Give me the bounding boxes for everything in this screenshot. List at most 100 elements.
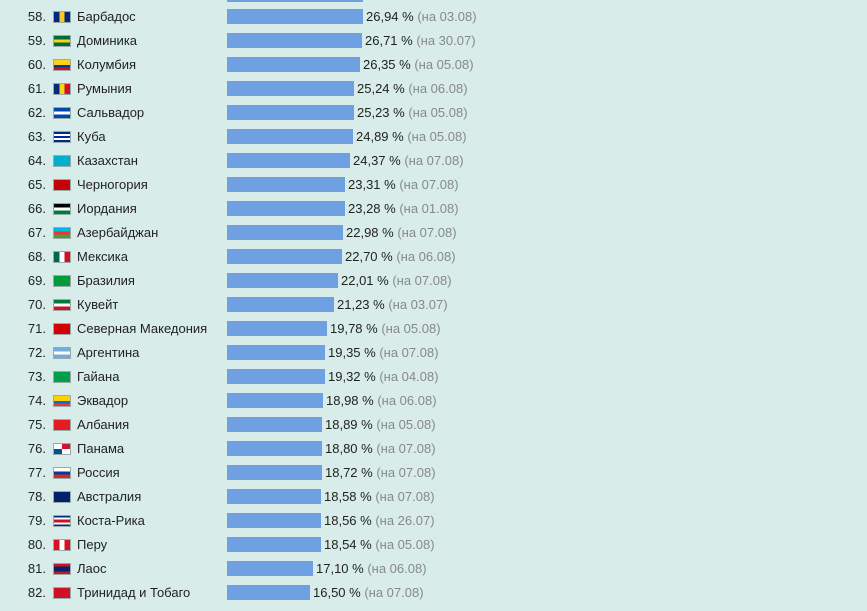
- value-date: (на 05.08): [376, 417, 436, 432]
- value-date: (на 07.08): [376, 441, 436, 456]
- value-label: 18,98 % (на 06.08): [326, 392, 437, 410]
- country-name: Иордания: [77, 201, 137, 216]
- value-percent: 25,24 %: [357, 81, 405, 96]
- value-date: (на 05.08): [375, 537, 435, 552]
- country-name: Черногория: [77, 177, 148, 192]
- value-date: (на 04.08): [379, 369, 439, 384]
- value-date: (на 03.08): [417, 9, 477, 24]
- value-label: 26,71 % (на 30.07): [365, 32, 476, 50]
- value-percent: 26,71 %: [365, 33, 413, 48]
- value-label: 23,28 % (на 01.08): [348, 200, 459, 218]
- chart-row: 74. Эквадор 18,98 % (на 06.08): [0, 389, 867, 413]
- value-percent: 21,23 %: [337, 297, 385, 312]
- value-bar: [227, 537, 321, 552]
- value-date: (на 07.08): [375, 489, 435, 504]
- value-percent: 25,23 %: [357, 105, 405, 120]
- value-bar: [227, 561, 313, 576]
- flag-icon: [53, 323, 71, 335]
- value-date: (на 05.08): [408, 105, 468, 120]
- value-date: (на 06.08): [367, 561, 427, 576]
- value-percent: 16,50 %: [313, 585, 361, 600]
- rank-label: 77.: [27, 465, 46, 480]
- chart-row: 71. Северная Македония 19,78 % (на 05.08): [0, 317, 867, 341]
- value-date: (на 07.08): [399, 177, 459, 192]
- flag-icon: [53, 227, 71, 239]
- value-bar: [227, 81, 354, 96]
- rank-label: 62.: [27, 105, 46, 120]
- chart-row: 62. Сальвадор 25,23 % (на 05.08): [0, 101, 867, 125]
- chart-row: 68. Мексика 22,70 % (на 06.08): [0, 245, 867, 269]
- value-date: (на 07.08): [364, 585, 424, 600]
- value-percent: 18,98 %: [326, 393, 374, 408]
- value-label: 18,58 % (на 07.08): [324, 488, 435, 506]
- country-name: Казахстан: [77, 153, 138, 168]
- country-name: Албания: [77, 417, 130, 432]
- value-bar: [227, 441, 322, 456]
- rank-label: 68.: [27, 249, 46, 264]
- value-label: 18,72 % (на 07.08): [325, 464, 436, 482]
- flag-icon: [53, 419, 71, 431]
- value-date: (на 01.08): [399, 201, 459, 216]
- value-bar: [227, 201, 345, 216]
- value-label: 23,31 % (на 07.08): [348, 176, 459, 194]
- chart-row: 60. Колумбия 26,35 % (на 05.08): [0, 53, 867, 77]
- flag-icon: [53, 587, 71, 599]
- flag-icon: [53, 539, 71, 551]
- chart-row: 77. Россия 18,72 % (на 07.08): [0, 461, 867, 485]
- country-name: Мексика: [77, 249, 129, 264]
- rank-label: 64.: [27, 153, 46, 168]
- value-bar: [227, 153, 350, 168]
- value-date: (на 06.08): [408, 81, 468, 96]
- value-date: (на 26.07): [375, 513, 435, 528]
- chart-row: 65. Черногория 23,31 % (на 07.08): [0, 173, 867, 197]
- value-bar: [227, 345, 325, 360]
- value-bar: [227, 225, 343, 240]
- country-name: Лаос: [77, 561, 107, 576]
- country-name: Сальвадор: [77, 105, 145, 120]
- country-name: Коста-Рика: [77, 513, 145, 528]
- chart-row: 64. Казахстан 24,37 % (на 07.08): [0, 149, 867, 173]
- flag-icon: [53, 515, 71, 527]
- value-bar: [227, 513, 321, 528]
- value-bar: [227, 393, 323, 408]
- rank-label: 61.: [27, 81, 46, 96]
- value-bar: [227, 9, 363, 24]
- value-label: 22,98 % (на 07.08): [346, 224, 457, 242]
- country-name: Россия: [77, 465, 120, 480]
- country-name: Перу: [77, 537, 108, 552]
- country-name: Панама: [77, 441, 125, 456]
- previous-row-bar-edge: [227, 0, 363, 2]
- rank-label: 81.: [27, 561, 46, 576]
- flag-icon: [53, 251, 71, 263]
- value-label: 25,24 % (на 06.08): [357, 80, 468, 98]
- value-percent: 18,72 %: [325, 465, 373, 480]
- value-percent: 26,35 %: [363, 57, 411, 72]
- chart-row: 63. Куба 24,89 % (на 05.08): [0, 125, 867, 149]
- chart-row: 69. Бразилия 22,01 % (на 07.08): [0, 269, 867, 293]
- value-date: (на 07.08): [404, 153, 464, 168]
- chart-row: 78. Австралия 18,58 % (на 07.08): [0, 485, 867, 509]
- value-bar: [227, 321, 327, 336]
- chart-row: 79. Коста-Рика 18,56 % (на 26.07): [0, 509, 867, 533]
- flag-icon: [53, 443, 71, 455]
- value-date: (на 05.08): [407, 129, 467, 144]
- country-name: Румыния: [77, 81, 132, 96]
- value-label: 18,89 % (на 05.08): [325, 416, 436, 434]
- rank-label: 58.: [27, 9, 46, 24]
- value-date: (на 07.08): [376, 465, 436, 480]
- value-percent: 18,54 %: [324, 537, 372, 552]
- chart-row: 58. Барбадос 26,94 % (на 03.08): [0, 5, 867, 29]
- chart-row: 82. Тринидад и Тобаго 16,50 % (на 07.08): [0, 581, 867, 605]
- value-bar: [227, 249, 342, 264]
- flag-icon: [53, 59, 71, 71]
- chart-row: 73. Гайана 19,32 % (на 04.08): [0, 365, 867, 389]
- rank-label: 82.: [27, 585, 46, 600]
- chart-row: 59. Доминика 26,71 % (на 30.07): [0, 29, 867, 53]
- rank-label: 70.: [27, 297, 46, 312]
- country-name: Колумбия: [77, 57, 136, 72]
- flag-icon: [53, 491, 71, 503]
- flag-icon: [53, 299, 71, 311]
- value-label: 25,23 % (на 05.08): [357, 104, 468, 122]
- value-label: 26,94 % (на 03.08): [366, 8, 477, 26]
